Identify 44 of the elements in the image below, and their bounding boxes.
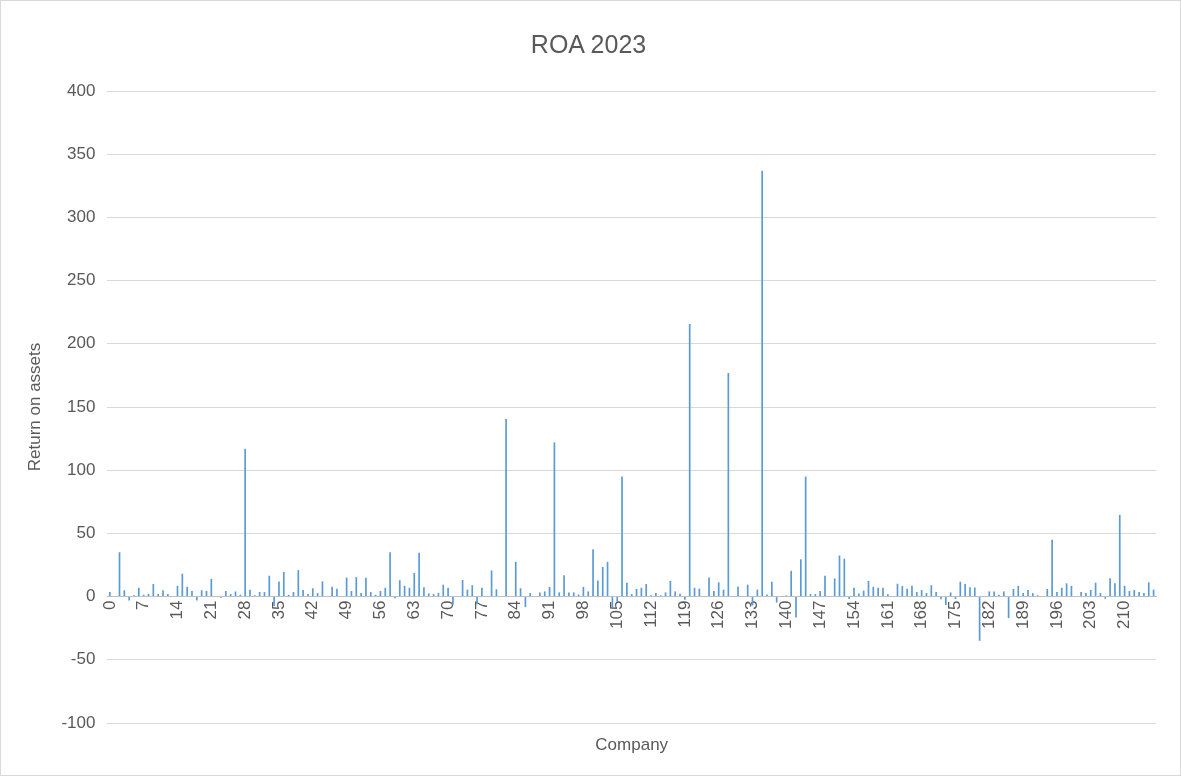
x-axis-title: Company [595, 734, 669, 754]
x-tick-label: 98 [573, 600, 593, 620]
x-tick-label: 119 [674, 600, 694, 628]
x-tick-label: 154 [843, 600, 863, 629]
x-tick-label: 161 [877, 600, 897, 629]
x-tick-label: 189 [1012, 600, 1032, 629]
y-tick-label: -100 [61, 712, 96, 732]
x-tick-label: 49 [336, 600, 356, 620]
y-tick-label: 300 [67, 207, 96, 227]
x-tick-label: 147 [809, 600, 829, 629]
x-tick-label: 140 [776, 600, 796, 629]
x-tick-label: 35 [268, 600, 288, 620]
x-tick-label: 203 [1080, 600, 1100, 629]
x-tick-label: 168 [911, 600, 931, 629]
x-tick-label: 28 [234, 600, 254, 620]
x-tick-label: 175 [945, 600, 965, 629]
x-tick-label: 42 [302, 600, 322, 620]
x-tick-label: 21 [201, 600, 220, 620]
x-tick-label: 70 [437, 600, 457, 620]
y-tick-label: 350 [67, 143, 96, 163]
y-tick-label: 400 [67, 80, 96, 100]
x-tick-label: 77 [471, 600, 491, 620]
x-tick-label: 196 [1046, 600, 1066, 629]
y-tick-label: 250 [67, 270, 96, 290]
y-axis-title: Return on assets [24, 342, 44, 472]
y-tick-label: 200 [67, 333, 96, 353]
x-tick-label: 7 [133, 600, 153, 611]
x-tick-label: 182 [978, 600, 998, 629]
x-tick-label: 105 [606, 600, 626, 629]
y-tick-label: 100 [67, 459, 96, 479]
y-tick-label: 150 [67, 396, 96, 416]
x-tick-label: 63 [403, 600, 423, 620]
chart-title: ROA 2023 [530, 29, 647, 58]
x-tick-label: 91 [539, 600, 559, 620]
y-tick-label: 50 [76, 523, 96, 543]
x-tick-label: 84 [505, 600, 525, 620]
x-tick-label: 112 [640, 600, 660, 628]
x-tick-label: 210 [1114, 600, 1134, 629]
x-tick-label: 133 [742, 600, 762, 629]
x-tick-label: 14 [167, 600, 187, 620]
x-tick-label: 0 [99, 600, 119, 611]
x-tick-label: 56 [370, 600, 390, 620]
y-tick-label: -50 [70, 649, 96, 669]
x-tick-label: 126 [708, 600, 728, 629]
